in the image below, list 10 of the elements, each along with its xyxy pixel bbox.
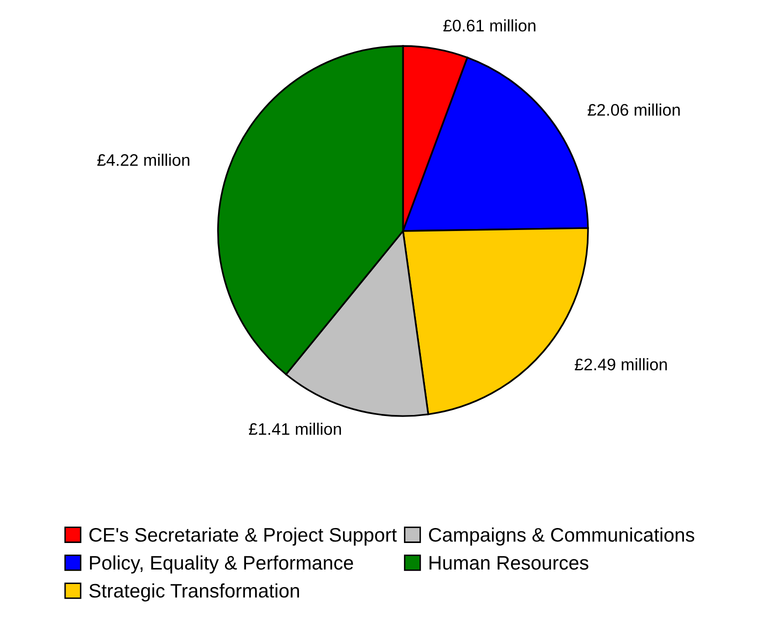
data-label: £2.49 million: [574, 358, 667, 370]
legend-label: Policy, Equality & Performance: [90, 555, 354, 574]
legend-label: Campaigns & Communications: [428, 527, 694, 546]
data-label: £4.22 million: [97, 154, 190, 166]
legend-label: Human Resources: [430, 556, 588, 570]
data-label: £1.41 million: [248, 422, 341, 435]
data-label: £2.06 million: [588, 104, 680, 116]
legend-label: CE's Secretariate & Project Support: [89, 527, 397, 546]
data-label: £0.61 million: [443, 19, 536, 32]
legend-label: Strategic Transformation: [89, 583, 299, 602]
